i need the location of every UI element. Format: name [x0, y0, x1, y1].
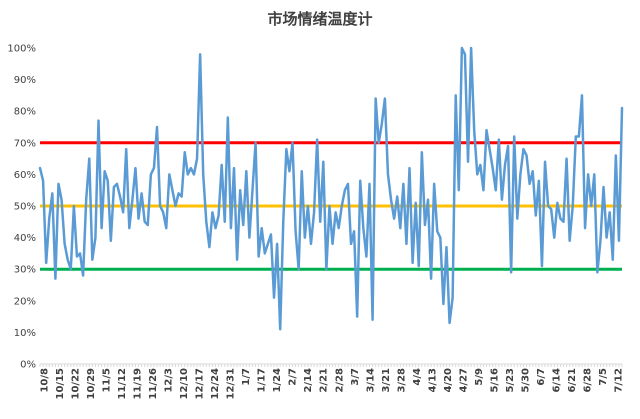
x-tick-label: 6/28 — [582, 368, 593, 393]
x-tick-label: 12/10 — [179, 368, 190, 400]
sentiment-series-line — [38, 46, 624, 331]
y-tick-label: 80% — [14, 107, 36, 118]
y-tick-label: 0% — [20, 360, 36, 371]
x-tick-label: 10/15 — [55, 368, 66, 400]
x-tick-label: 2/28 — [334, 368, 345, 393]
x-tick-label: 12/3 — [164, 368, 175, 393]
x-tick-label: 11/26 — [148, 368, 159, 400]
x-tick-label: 1/17 — [257, 368, 268, 393]
x-tick-label: 5/23 — [505, 368, 516, 393]
x-tick-label: 4/20 — [443, 368, 454, 393]
x-tick-label: 2/14 — [303, 368, 314, 393]
x-tick-label: 3/14 — [365, 368, 376, 393]
x-tick-label: 6/7 — [536, 368, 547, 386]
y-tick-label: 30% — [14, 265, 36, 276]
x-tick-label: 10/22 — [71, 368, 82, 400]
x-tick-label: 2/7 — [288, 368, 299, 386]
x-tick-label: 6/14 — [551, 368, 562, 393]
x-tick-label: 4/4 — [412, 368, 423, 386]
y-tick-label: 10% — [14, 328, 36, 339]
x-tick-label: 3/21 — [381, 368, 392, 393]
x-tick-label: 10/8 — [40, 368, 51, 393]
x-tick-label: 11/19 — [133, 368, 144, 400]
x-tick-label: 1/24 — [272, 368, 283, 393]
y-tick-label: 60% — [14, 170, 36, 181]
x-tick-label: 3/7 — [350, 368, 361, 386]
x-tick-label: 3/28 — [396, 368, 407, 393]
y-tick-label: 40% — [14, 233, 36, 244]
y-tick-label: 100% — [7, 44, 36, 55]
x-tick-label: 5/16 — [489, 368, 500, 393]
x-tick-label: 12/24 — [210, 368, 221, 400]
chart-title: 市场情绪温度计 — [267, 10, 373, 28]
y-tick-label: 90% — [14, 75, 36, 86]
x-tick-label: 11/12 — [117, 368, 128, 400]
y-tick-label: 50% — [14, 202, 36, 213]
x-tick-label: 6/21 — [567, 368, 578, 393]
x-tick-label: 7/5 — [598, 368, 609, 386]
x-tick-label: 1/7 — [241, 368, 252, 386]
x-tick-label: 5/30 — [520, 368, 531, 393]
x-tick-label: 12/31 — [226, 368, 237, 400]
y-tick-label: 70% — [14, 138, 36, 149]
x-tick-label: 11/5 — [102, 368, 113, 393]
x-tick-label: 12/17 — [195, 368, 206, 400]
x-tick-label: 5/9 — [474, 368, 485, 386]
x-tick-label: 10/29 — [86, 368, 97, 400]
x-tick-label: 4/13 — [427, 368, 438, 393]
x-tick-label: 2/21 — [319, 368, 330, 393]
y-tick-label: 20% — [14, 296, 36, 307]
x-tick-label: 4/27 — [458, 368, 469, 393]
x-tick-label: 7/12 — [614, 368, 625, 393]
